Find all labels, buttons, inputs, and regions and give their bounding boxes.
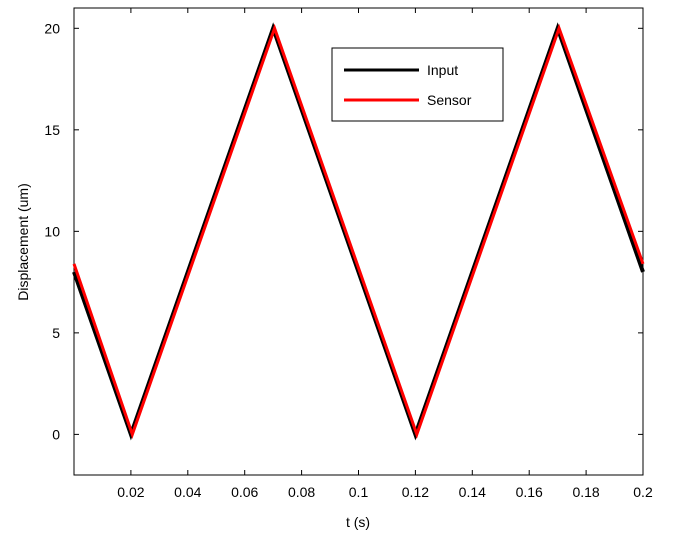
series-line-sensor: [72, 23, 645, 439]
x-tick-label: 0.16: [516, 484, 543, 500]
legend-box: [331, 47, 504, 122]
legend-label-input: Input: [427, 62, 458, 78]
x-axis-label: t (s): [346, 514, 370, 530]
legend: Input Sensor: [331, 47, 504, 122]
x-tick-label: 0.04: [174, 484, 201, 500]
x-tick-label: 0.06: [231, 484, 258, 500]
x-tick-label: 0.2: [633, 484, 653, 500]
x-tick-label: 0.1: [349, 484, 369, 500]
y-axis-label: Displacement (um): [15, 183, 31, 300]
x-tick-label: 0.18: [572, 484, 599, 500]
series-layer: [72, 22, 645, 441]
x-tick-label: 0.08: [288, 484, 315, 500]
legend-label-sensor: Sensor: [427, 92, 472, 108]
y-tick-label: 15: [44, 122, 60, 138]
x-tick-label: 0.12: [402, 484, 429, 500]
x-tick-label: 0.14: [459, 484, 486, 500]
y-tick-label: 0: [52, 426, 60, 442]
y-tick-label: 10: [44, 223, 60, 239]
y-tick-label: 5: [52, 325, 60, 341]
y-tick-label: 20: [44, 20, 60, 36]
x-axis-ticks: 0.02 0.04 0.06 0.08 0.1 0.12 0.14 0.16 0.18 0.2: [117, 8, 653, 500]
x-tick-label: 0.02: [117, 484, 144, 500]
y-axis-ticks: 0 5 10 15 20: [44, 20, 643, 442]
